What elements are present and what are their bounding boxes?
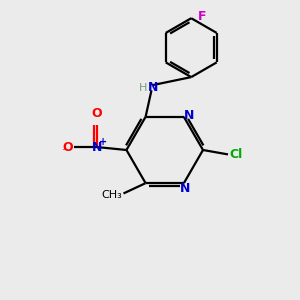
Text: F: F [198,10,206,23]
Text: N: N [184,109,194,122]
Text: CH₃: CH₃ [101,190,122,200]
Text: O: O [92,107,102,120]
Text: N: N [180,182,190,195]
Text: +: + [99,137,107,147]
Text: N: N [148,82,158,94]
Text: ⁻: ⁻ [61,146,68,159]
Text: H: H [139,83,147,93]
Text: O: O [62,141,73,154]
Text: N: N [92,141,102,154]
Text: Cl: Cl [230,148,243,161]
